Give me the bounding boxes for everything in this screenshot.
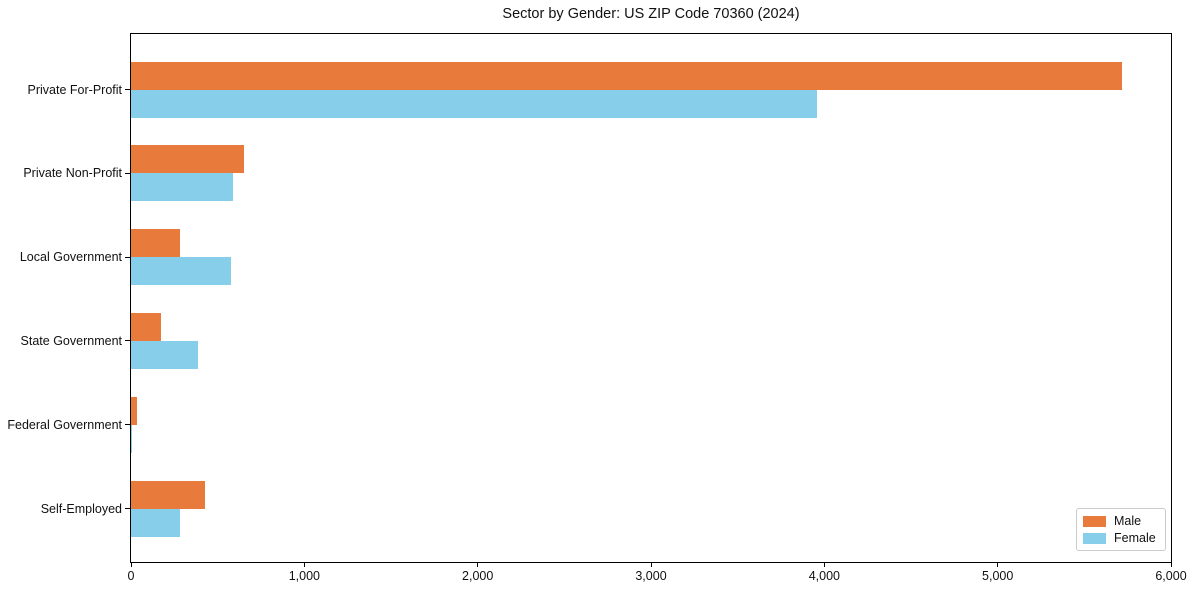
bar-male-state-government bbox=[131, 312, 162, 341]
legend-swatch-female bbox=[1083, 532, 1106, 544]
x-tick-label-3-000: 3,000 bbox=[635, 569, 667, 583]
y-axis-label-federal-government: Federal Government bbox=[7, 417, 122, 432]
y-tick-mark-self-employed bbox=[125, 508, 130, 509]
y-tick-mark-private-for-profit bbox=[125, 89, 130, 90]
bar-female-local-government bbox=[131, 257, 231, 286]
bar-male-private-for-profit bbox=[131, 61, 1123, 90]
x-tick-label-4-000: 4,000 bbox=[808, 569, 840, 583]
bar-female-private-non-profit bbox=[131, 173, 234, 202]
bar-female-self-employed bbox=[131, 508, 181, 537]
legend-swatch-male bbox=[1083, 515, 1106, 527]
y-tick-mark-state-government bbox=[125, 340, 130, 342]
bar-male-local-government bbox=[131, 229, 181, 258]
bar-male-private-non-profit bbox=[131, 145, 244, 174]
y-axis-label-state-government: State Government bbox=[20, 333, 122, 348]
bar-male-self-employed bbox=[131, 480, 205, 509]
x-tick-mark-0 bbox=[130, 563, 132, 567]
legend-label-female: Female bbox=[1114, 530, 1156, 545]
y-tick-mark-federal-government bbox=[125, 424, 130, 426]
x-tick-mark-2-000 bbox=[477, 563, 479, 567]
x-tick-mark-4-000 bbox=[823, 563, 825, 567]
x-tick-mark-3-000 bbox=[650, 563, 652, 567]
x-tick-mark-6-000 bbox=[1170, 563, 1172, 567]
plot-area bbox=[130, 33, 1172, 563]
bar-female-federal-government bbox=[131, 424, 132, 453]
x-tick-label-2-000: 2,000 bbox=[462, 569, 494, 583]
chart-title: Sector by Gender: US ZIP Code 70360 (202… bbox=[502, 6, 800, 22]
x-tick-label-1-000: 1,000 bbox=[288, 569, 320, 583]
x-tick-mark-1-000 bbox=[303, 563, 305, 567]
bar-female-private-for-profit bbox=[131, 89, 818, 118]
y-axis-label-private-non-profit: Private Non-Profit bbox=[23, 166, 122, 181]
x-tick-mark-5-000 bbox=[997, 563, 999, 567]
legend-label-male: Male bbox=[1114, 513, 1142, 528]
x-tick-label-6-000: 6,000 bbox=[1155, 569, 1187, 583]
legend-item-male: Male bbox=[1083, 513, 1159, 528]
legend: Male Female bbox=[1076, 508, 1166, 551]
bar-male-federal-government bbox=[131, 396, 138, 425]
x-tick-label-5-000: 5,000 bbox=[982, 569, 1014, 583]
y-tick-mark-private-non-profit bbox=[125, 172, 130, 174]
legend-item-female: Female bbox=[1083, 530, 1159, 545]
x-tick-label-0: 0 bbox=[127, 569, 135, 583]
y-axis-label-self-employed: Self-Employed bbox=[40, 501, 122, 516]
y-tick-mark-local-government bbox=[125, 256, 130, 258]
y-axis-label-local-government: Local Government bbox=[19, 250, 122, 265]
y-axis-label-private-for-profit: Private For-Profit bbox=[27, 82, 122, 97]
bar-female-state-government bbox=[131, 340, 198, 369]
